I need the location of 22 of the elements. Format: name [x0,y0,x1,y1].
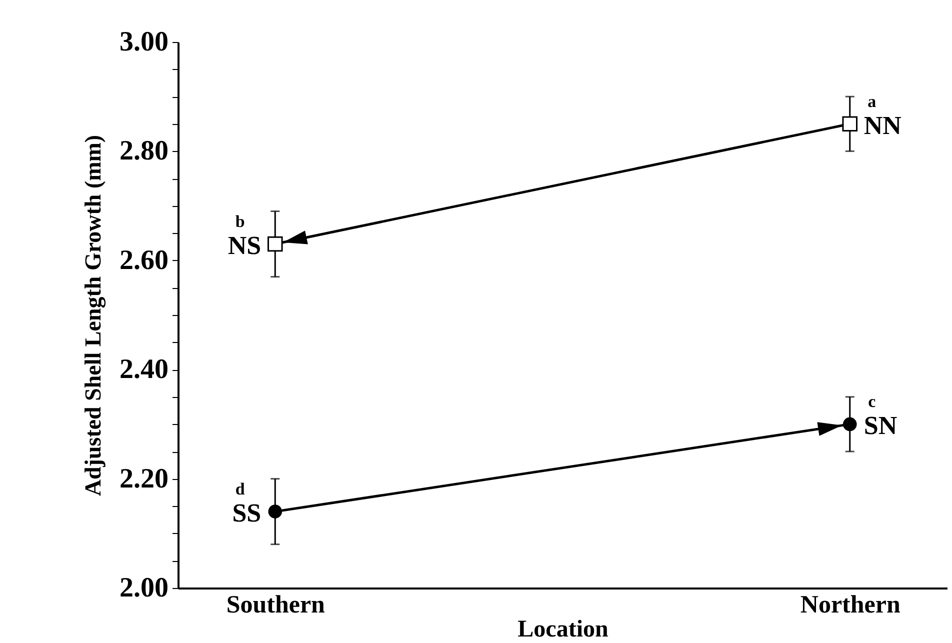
y-tick-label: 2.20 [120,463,168,494]
point [267,236,283,252]
annotation: a [868,92,877,111]
point [842,116,858,132]
y-tick-label: 2.40 [120,354,168,386]
x-tick-label: Southern [226,592,326,618]
point [842,417,857,432]
annotation: b [235,212,245,232]
annotation: SN [864,411,898,440]
annotation: SS [232,498,262,528]
y-tick-label: 2.60 [120,244,168,276]
annotation: NS [228,231,262,260]
y-tick-label: 3.00 [120,26,168,58]
annotation: d [235,480,246,499]
point [268,504,282,518]
y-tick-label: 2.00 [120,572,168,604]
x-axis-title: Location [518,616,608,642]
y-axis-title: Adjusted Shell Length Growth (mm) [80,134,106,496]
y-tick-label: 2.80 [120,136,168,167]
annotation: NN [864,110,902,140]
x-tick-label: Northern [800,592,900,618]
annotation: c [868,392,876,412]
